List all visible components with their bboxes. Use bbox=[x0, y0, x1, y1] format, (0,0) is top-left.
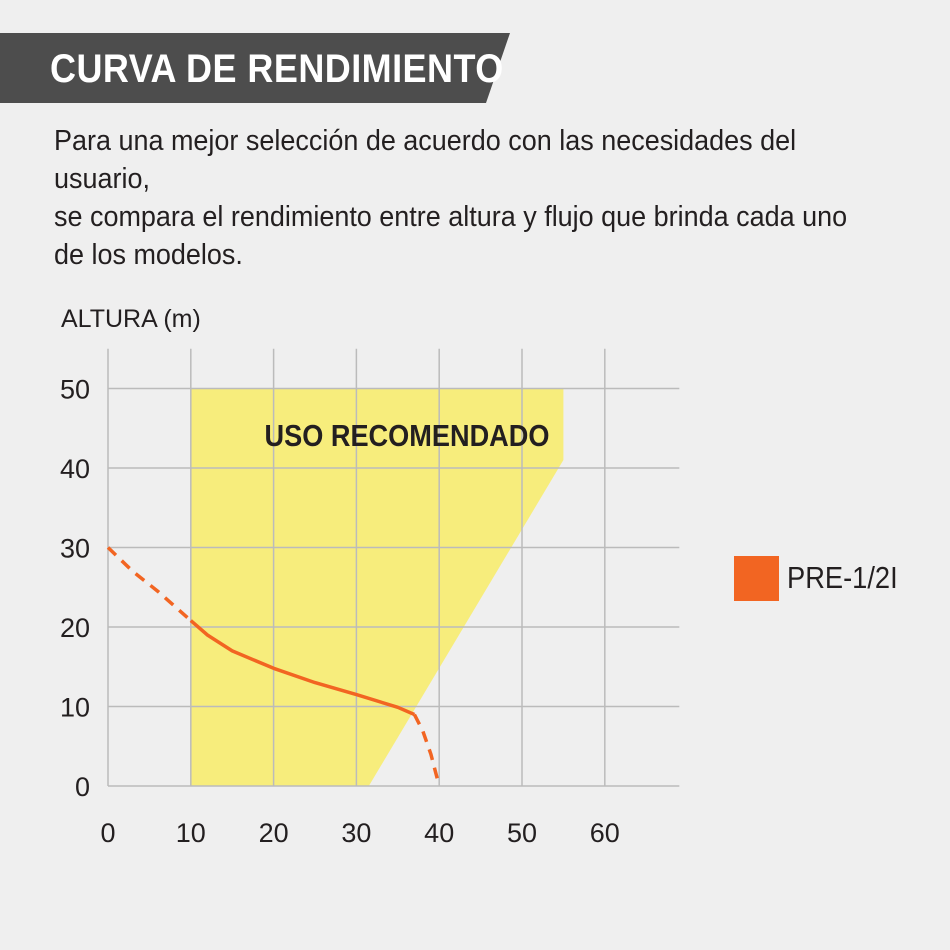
x-tick-label: 50 bbox=[507, 818, 537, 848]
y-axis-label: ALTURA (m) bbox=[61, 305, 201, 333]
recommended-zone-label: USO RECOMENDADO bbox=[265, 418, 550, 453]
y-tick-label: 20 bbox=[60, 613, 90, 643]
x-tick-label: 20 bbox=[259, 818, 289, 848]
x-tick-label: 30 bbox=[341, 818, 371, 848]
curve-dashed-end bbox=[412, 713, 441, 787]
y-tick-label: 10 bbox=[60, 693, 90, 723]
x-tick-label: 0 bbox=[100, 818, 115, 848]
y-tick-label: 0 bbox=[75, 772, 90, 802]
curve-solid bbox=[189, 619, 416, 717]
banner-shape bbox=[0, 33, 510, 103]
description-text: Para una mejor selección de acuerdo con … bbox=[54, 125, 848, 271]
y-tick-label: 40 bbox=[60, 454, 90, 484]
title-banner: CURVA DE RENDIMIENTO bbox=[0, 33, 510, 103]
legend-swatch bbox=[734, 556, 779, 601]
recommended-zone bbox=[190, 388, 564, 786]
page-title: CURVA DE RENDIMIENTO bbox=[50, 47, 504, 91]
y-tick-label: 30 bbox=[60, 534, 90, 564]
curve-dashed-start bbox=[106, 546, 192, 622]
x-tick-label: 10 bbox=[176, 818, 206, 848]
y-tick-label: 50 bbox=[60, 375, 90, 405]
x-tick-label: 40 bbox=[424, 818, 454, 848]
legend-label: PRE-1/2I bbox=[787, 560, 898, 595]
x-tick-label: 60 bbox=[590, 818, 620, 848]
